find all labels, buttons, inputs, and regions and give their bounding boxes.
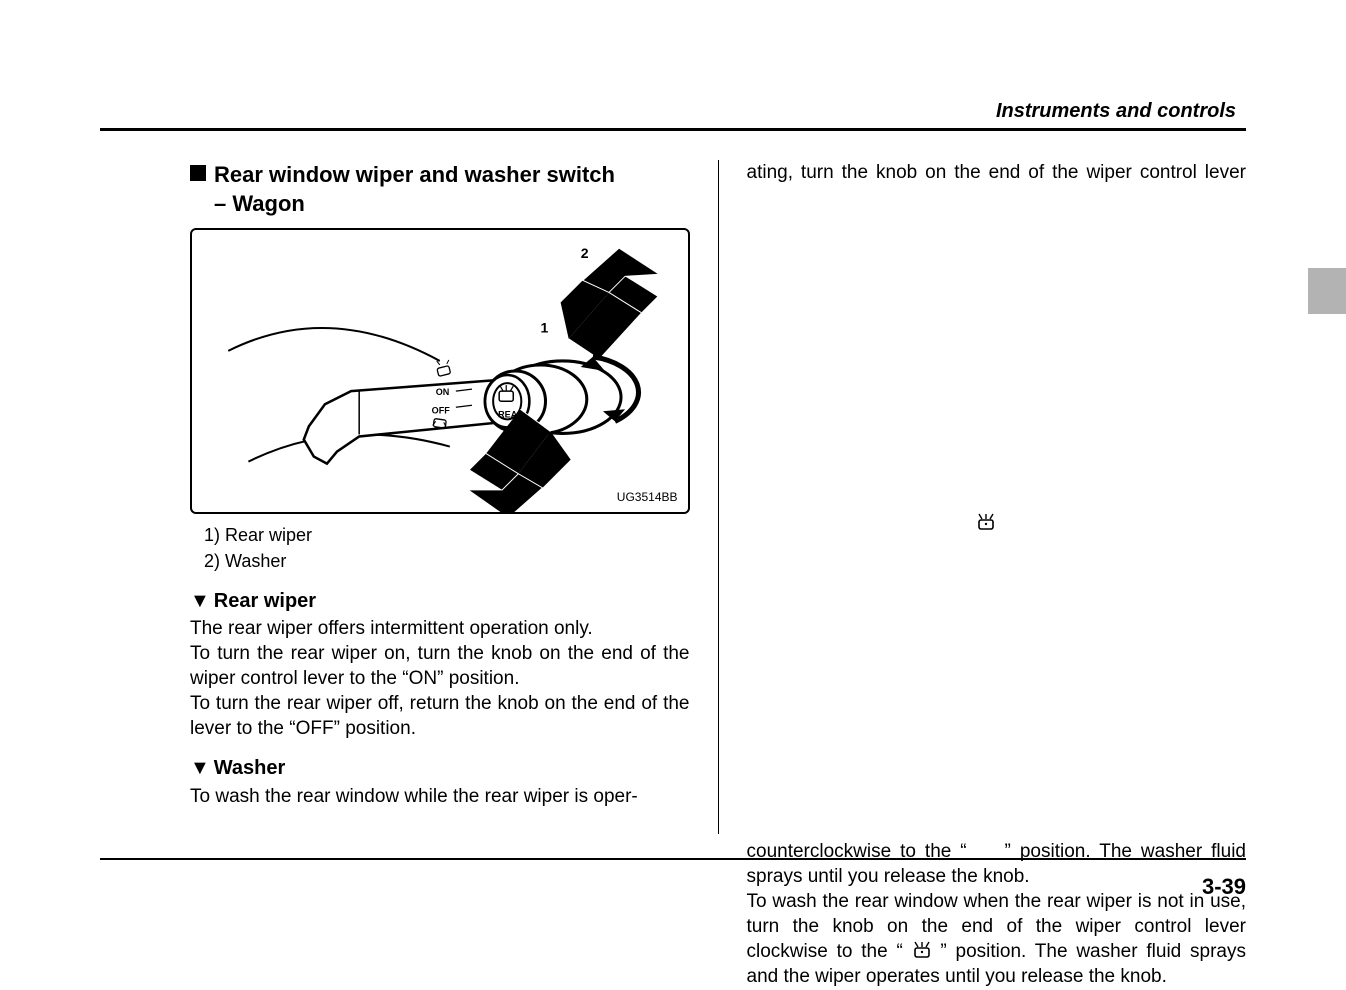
triangle-down-icon: ▼: [190, 755, 210, 781]
arrow-up-icon: [561, 248, 660, 359]
washer-cont-a: ating, turn the knob on the end of the w…: [747, 162, 1247, 862]
section-heading-text: Rear window wiper and washer switch – Wa…: [214, 160, 615, 218]
rear-wiper-p1: The rear wiper offers intermittent opera…: [190, 616, 690, 641]
triangle-down-icon: ▼: [190, 588, 210, 614]
content-area: Rear window wiper and washer switch – Wa…: [190, 160, 1246, 834]
subheading-washer-text: Washer: [214, 757, 286, 779]
rear-wiper-p3: To turn the rear wiper off, return the k…: [190, 691, 690, 741]
washer-icon: [976, 185, 996, 859]
washer-icon: [912, 941, 932, 959]
figure-rear-wiper-switch: REAR ON OFF: [190, 228, 690, 514]
wiper-lever-illustration: REAR ON OFF: [192, 230, 688, 512]
rear-wiper-p2: To turn the rear wiper on, turn the knob…: [190, 641, 690, 691]
subheading-rear-wiper-text: Rear wiper: [214, 590, 316, 612]
column-left: Rear window wiper and washer switch – Wa…: [190, 160, 719, 834]
running-head: Instruments and controls: [996, 100, 1236, 123]
bottom-rule: [100, 858, 1246, 860]
lever-label-on: ON: [436, 387, 450, 397]
top-rule: [100, 128, 1246, 131]
page-number: 3-39: [1202, 874, 1246, 900]
callout-2-top: 2: [581, 245, 589, 261]
washer-icon: [437, 360, 451, 376]
section-heading: Rear window wiper and washer switch – Wa…: [190, 160, 690, 218]
legend-item-1: 1) Rear wiper: [204, 524, 690, 548]
legend-item-2: 2) Washer: [204, 550, 690, 574]
section-title-line1: Rear window wiper and washer switch: [214, 162, 615, 187]
subheading-rear-wiper: ▼Rear wiper: [190, 588, 690, 614]
figure-legend: 1) Rear wiper 2) Washer: [204, 524, 690, 574]
subheading-washer: ▼Washer: [190, 755, 690, 781]
washer-lead: To wash the rear window while the rear w…: [190, 784, 690, 809]
callout-1: 1: [540, 320, 548, 336]
square-bullet-icon: [190, 165, 206, 181]
section-title-line2: – Wagon: [214, 191, 305, 216]
edge-tab: [1308, 268, 1346, 314]
callout-2-bottom: 2: [512, 475, 520, 491]
figure-code: UG3514BB: [617, 490, 678, 506]
lever-label-off: OFF: [432, 405, 451, 415]
column-right: ating, turn the knob on the end of the w…: [719, 160, 1247, 834]
page: Instruments and controls Rear window wip…: [0, 0, 1346, 954]
